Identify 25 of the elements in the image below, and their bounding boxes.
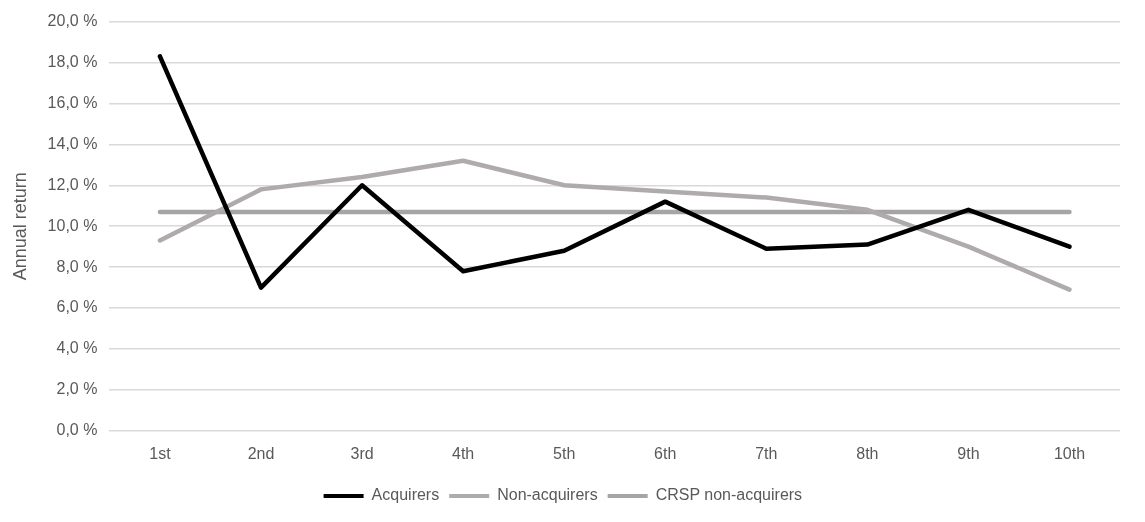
x-tick-label: 9th bbox=[957, 444, 980, 462]
x-tick-label: 10th bbox=[1053, 444, 1086, 462]
x-tick-label: 1st bbox=[149, 444, 172, 462]
y-axis-title: Annual return bbox=[9, 172, 30, 281]
x-tick-label: 6th bbox=[654, 444, 677, 462]
x-tick-label: 4th bbox=[451, 444, 475, 462]
x-tick-label: 2nd bbox=[247, 444, 275, 462]
legend-label: Non-acquirers bbox=[497, 486, 598, 504]
legend-label: CRSP non-acquirers bbox=[655, 486, 803, 504]
y-tick-label: 10,0 % bbox=[47, 216, 98, 234]
y-tick-label: 2,0 % bbox=[56, 380, 98, 398]
y-tick-label: 16,0 % bbox=[47, 93, 98, 111]
x-tick-label: 3rd bbox=[350, 444, 374, 462]
y-tick-label: 4,0 % bbox=[56, 339, 98, 357]
y-tick-label: 12,0 % bbox=[47, 175, 98, 193]
y-tick-label: 14,0 % bbox=[47, 134, 98, 152]
y-tick-label: 8,0 % bbox=[56, 257, 98, 275]
y-tick-label: 20,0 % bbox=[47, 12, 98, 30]
x-tick-label: 5th bbox=[553, 444, 576, 462]
y-tick-label: 0,0 % bbox=[56, 421, 98, 439]
x-tick-label: 8th bbox=[856, 444, 879, 462]
y-tick-label: 6,0 % bbox=[56, 298, 98, 316]
y-tick-label: 18,0 % bbox=[47, 52, 98, 70]
x-tick-label: 7th bbox=[755, 444, 778, 462]
legend-label: Acquirers bbox=[371, 486, 440, 504]
